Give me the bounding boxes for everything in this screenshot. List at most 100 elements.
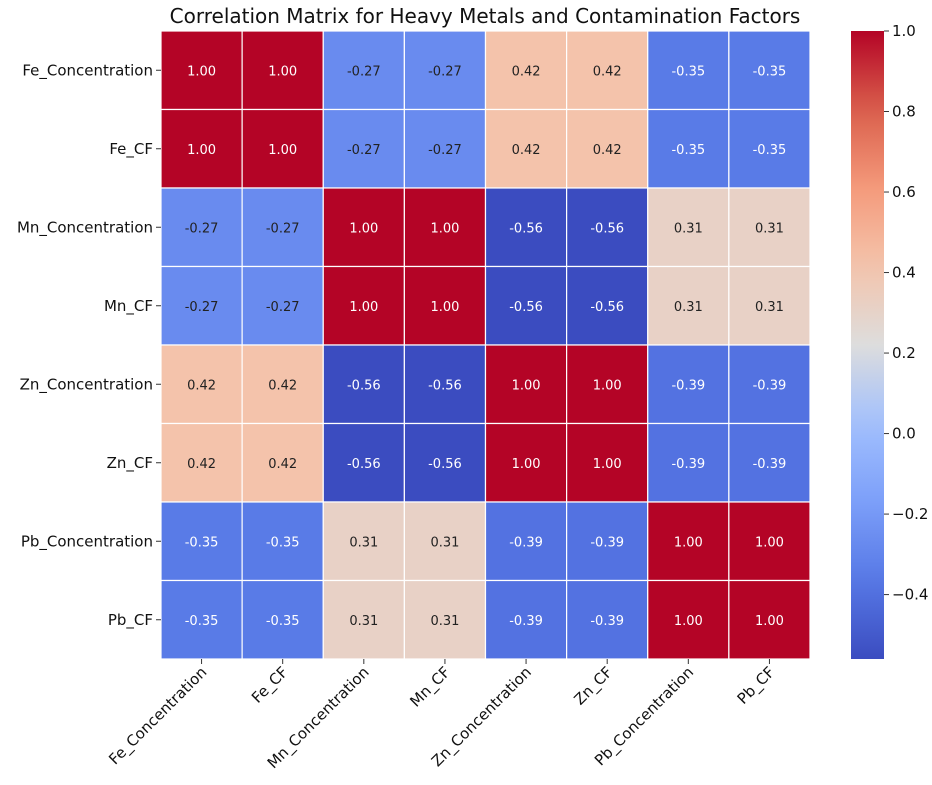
- colorbar-tick-label: 0.4: [892, 264, 916, 282]
- heatmap-cell-value: 1.00: [674, 614, 703, 629]
- heatmap-cell: [484, 579, 568, 660]
- heatmap-cell-value: 0.42: [593, 64, 622, 79]
- heatmap-cell: [647, 422, 730, 503]
- heatmap-cell-value: 0.31: [755, 221, 784, 236]
- heatmap-cell-value: 1.00: [512, 457, 541, 472]
- colorbar-tick-label: 1.0: [892, 22, 916, 40]
- heatmap-cell-value: -0.39: [671, 378, 705, 393]
- heatmap-cell: [728, 30, 811, 111]
- chart-title: Correlation Matrix for Heavy Metals and …: [170, 4, 801, 28]
- heatmap-cell-value: 1.00: [512, 378, 541, 393]
- heatmap-cell-value: -0.39: [509, 614, 543, 629]
- heatmap-cell-value: 0.42: [187, 378, 216, 393]
- heatmap-cell-value: 0.31: [430, 535, 459, 550]
- colorbar-gradient: [851, 31, 884, 659]
- heatmap-cell-value: -0.35: [266, 535, 300, 550]
- heatmap-cell: [647, 501, 730, 582]
- heatmap-cell-labels: 1.00 1.00 -0.27 -0.27 0.42 0.42 -0.35 -0.35 1.00…: [185, 64, 787, 629]
- colorbar-tick-label: 0.8: [892, 103, 916, 121]
- heatmap-cell: [566, 422, 649, 503]
- heatmap-cell: [566, 501, 649, 582]
- heatmap-cell-value: -0.56: [428, 457, 462, 472]
- row-tick-labels: Fe_Concentration Fe_CF Mn_Concentration Mn_…: [17, 61, 161, 630]
- heatmap-cell: [322, 265, 405, 346]
- heatmap-cell: [160, 30, 243, 111]
- heatmap-cell-value: -0.27: [347, 143, 381, 158]
- heatmap-cell-value: 0.42: [187, 457, 216, 472]
- heatmap-cell-value: 1.00: [187, 143, 216, 158]
- heatmap-cell-value: 1.00: [593, 457, 622, 472]
- heatmap-cell-value: 0.42: [268, 457, 297, 472]
- heatmap-cell-value: -0.35: [753, 64, 787, 79]
- heatmap-cell-value: -0.27: [347, 64, 381, 79]
- heatmap-cell-value: -0.27: [266, 221, 300, 236]
- heatmap-cell: [322, 187, 405, 268]
- heatmap-cell: [566, 108, 649, 189]
- heatmap-cell-value: 0.31: [755, 300, 784, 315]
- heatmap-cell-value: -0.56: [590, 300, 624, 315]
- heatmap-cell-value: 0.42: [512, 64, 541, 79]
- heatmap-cell-value: -0.56: [347, 457, 381, 472]
- heatmap-cell-value: 1.00: [430, 221, 459, 236]
- heatmap-cell-value: -0.35: [185, 614, 219, 629]
- heatmap-cell: [484, 265, 568, 346]
- heatmap-cell: [484, 344, 568, 425]
- heatmap-cell: [322, 30, 405, 111]
- column-tick-label: Mn_CF: [406, 663, 454, 711]
- heatmap-cell-value: 0.31: [674, 300, 703, 315]
- heatmap-cell-value: -0.39: [509, 535, 543, 550]
- heatmap-cell-value: -0.56: [509, 221, 543, 236]
- heatmap-cell: [566, 30, 649, 111]
- heatmap-cell-value: 0.31: [674, 221, 703, 236]
- heatmap-cell-value: -0.35: [266, 614, 300, 629]
- heatmap-cell: [484, 187, 568, 268]
- heatmap-cells: [160, 30, 811, 660]
- heatmap-cell-value: -0.35: [185, 535, 219, 550]
- heatmap-cell: [403, 30, 487, 111]
- heatmap-cell-value: -0.39: [671, 457, 705, 472]
- heatmap-cell: [241, 30, 324, 111]
- heatmap-cell: [566, 187, 649, 268]
- row-tick-label: Pb_Concentration: [21, 532, 153, 551]
- colorbar-tick-label: 0.2: [892, 344, 916, 362]
- column-tick-label: Pb_CF: [734, 663, 779, 708]
- heatmap-cell: [484, 501, 568, 582]
- heatmap-cell: [241, 422, 324, 503]
- row-tick-label: Mn_CF: [104, 297, 153, 316]
- heatmap-cell-value: 0.31: [349, 535, 378, 550]
- heatmap-cell-value: -0.27: [428, 143, 462, 158]
- heatmap-cell: [728, 108, 811, 189]
- heatmap-cell-value: -0.39: [590, 614, 624, 629]
- column-tick-label: Zn_CF: [570, 663, 616, 709]
- heatmap-cell-value: -0.27: [428, 64, 462, 79]
- row-tick-label: Zn_CF: [107, 454, 153, 473]
- heatmap-cell-value: -0.27: [185, 300, 219, 315]
- heatmap-cell: [241, 187, 324, 268]
- row-tick-label: Fe_CF: [109, 140, 153, 159]
- heatmap-cell-value: -0.27: [185, 221, 219, 236]
- colorbar-tick-label: −0.2: [892, 505, 928, 523]
- heatmap-cell-value: 1.00: [593, 378, 622, 393]
- heatmap-cell-value: 0.42: [268, 378, 297, 393]
- heatmap-cell-value: -0.27: [266, 300, 300, 315]
- heatmap-cell: [728, 422, 811, 503]
- heatmap-cell-value: 1.00: [187, 64, 216, 79]
- heatmap-cell-value: 1.00: [755, 535, 784, 550]
- heatmap-cell-value: 0.31: [430, 614, 459, 629]
- heatmap-cell: [322, 501, 405, 582]
- heatmap-cell-value: -0.56: [428, 378, 462, 393]
- heatmap-cell-value: 1.00: [755, 614, 784, 629]
- heatmap-cell: [647, 187, 730, 268]
- heatmap-cell-value: -0.35: [671, 64, 705, 79]
- heatmap-cell-value: -0.39: [753, 457, 787, 472]
- colorbar-tick-label: 0.0: [892, 425, 916, 443]
- heatmap-cell: [566, 344, 649, 425]
- colorbar-tick-label: 0.6: [892, 183, 916, 201]
- heatmap-cell-value: -0.56: [509, 300, 543, 315]
- heatmap-cell: [241, 501, 324, 582]
- heatmap-cell-value: -0.35: [753, 143, 787, 158]
- heatmap-cell: [403, 108, 487, 189]
- heatmap-cell: [403, 265, 487, 346]
